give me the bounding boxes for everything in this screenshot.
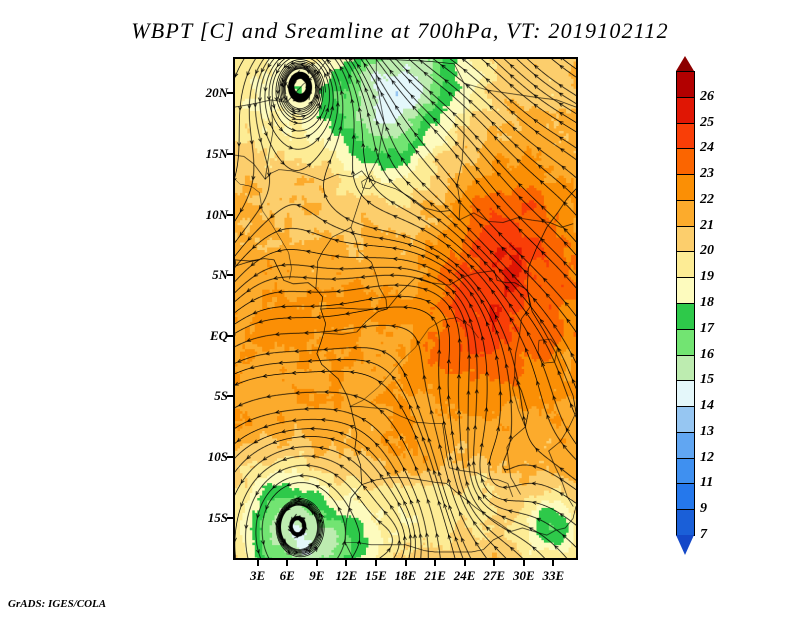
colorbar-band-7 [676, 509, 695, 536]
colorbar-band-23 [676, 148, 695, 176]
colorbar-band-11 [676, 457, 695, 485]
lat-tick-mark [227, 152, 233, 155]
lon-tick-label-15e: 15E [365, 568, 387, 583]
lon-tick-mark [315, 560, 318, 566]
colorbar-tick-label-18: 18 [700, 295, 714, 310]
colorbar-tick-label-19: 19 [700, 269, 714, 285]
colorbar-tick-label-23: 23 [700, 166, 714, 182]
lon-tick-mark [493, 560, 496, 566]
colorbar-band-12 [676, 431, 695, 459]
lat-tick-mark [227, 92, 233, 95]
lon-tick-mark [552, 560, 555, 566]
lon-tick-label-12e: 12E [335, 568, 358, 583]
colorbar-band-26 [676, 71, 695, 98]
lat-tick-mark [227, 516, 233, 519]
lat-tick-label-15n: 15N [205, 145, 228, 161]
lon-tick-mark [434, 560, 437, 566]
colorbar-tick-label-22: 22 [700, 191, 714, 207]
colorbar-tick-label-11: 11 [700, 475, 714, 491]
colorbar-tick-label-17: 17 [700, 320, 714, 336]
colorbar-tick-label-7: 7 [700, 527, 707, 542]
lat-tick-label-15s: 15S [207, 509, 228, 525]
colorbar-band-13 [676, 406, 695, 433]
lon-tick-mark [286, 560, 289, 566]
page-title: WBPT [C] and Sreamline at 700hPa, VT: 20… [131, 18, 669, 43]
lon-tick-mark [404, 560, 407, 566]
lon-tick-mark [522, 560, 525, 566]
lat-tick-label-20n: 20N [205, 85, 228, 101]
lon-tick-label-9e: 9E [309, 568, 325, 583]
colorbar-band-9 [676, 483, 695, 511]
colorbar-tick-label-15: 15 [700, 372, 714, 388]
colorbar-band-19 [676, 251, 695, 279]
lon-tick-mark [374, 560, 377, 566]
lon-tick-mark [463, 560, 466, 566]
colorbar-tick-label-24: 24 [700, 140, 714, 156]
lat-tick-label-eq: EQ [209, 327, 228, 343]
lon-tick-label-21e: 21E [424, 568, 446, 583]
colorbar-tick-label-20: 20 [700, 243, 714, 259]
lat-tick-mark [227, 213, 233, 216]
lat-tick-mark [227, 334, 233, 337]
colorbar-tick-label-16: 16 [700, 346, 714, 362]
lat-tick-label-5s: 5S [214, 388, 228, 404]
colorbar-tick-label-9: 9 [700, 501, 707, 517]
colorbar-above-arrow [676, 56, 694, 71]
colorbar-tick-label-12: 12 [700, 449, 714, 465]
colorbar-band-17 [676, 303, 695, 330]
lat-tick-mark [227, 395, 233, 398]
lon-tick-label-27e: 27E [483, 568, 506, 583]
colorbar-band-21 [676, 199, 695, 227]
map-plot-area [233, 57, 578, 560]
lon-tick-label-18e: 18E [394, 568, 417, 583]
lat-tick-mark [227, 274, 233, 277]
lon-tick-mark [345, 560, 348, 566]
attribution-footer: GrADS: IGES/COLA [8, 598, 107, 610]
lon-tick-label-6e: 6E [279, 568, 295, 583]
colorbar-band-25 [676, 96, 695, 124]
colorbar-band-22 [676, 174, 695, 201]
wbpt-streamline-map [235, 59, 576, 558]
colorbar: 26 25 24 23 22 21 20 19 18 17 16 15 14 13 12 11 9 7 [676, 56, 714, 562]
colorbar-band-24 [676, 122, 695, 150]
colorbar-band-18 [676, 277, 695, 304]
lon-tick-mark [256, 560, 259, 566]
lon-tick-label-24e: 24E [453, 568, 476, 583]
lat-tick-label-5n: 5N [212, 267, 228, 283]
colorbar-tick-label-14: 14 [700, 398, 714, 414]
lat-tick-label-10n: 10N [205, 206, 228, 222]
colorbar-tick-label-25: 25 [700, 114, 714, 130]
lat-tick-label-10s: 10S [207, 448, 228, 464]
colorbar-tick-label-13: 13 [700, 423, 714, 439]
colorbar-band-14 [676, 380, 695, 408]
colorbar-band-16 [676, 328, 695, 356]
lon-tick-label-3e: 3E [250, 568, 266, 583]
lat-tick-mark [227, 455, 233, 458]
lon-tick-label-33e: 33E [542, 568, 565, 583]
colorbar-band-15 [676, 354, 695, 382]
colorbar-tick-label-21: 21 [700, 217, 714, 233]
colorbar-below-arrow [676, 535, 694, 555]
colorbar-tick-label-26: 26 [700, 88, 714, 104]
colorbar-band-20 [676, 225, 695, 253]
lon-tick-label-30e: 30E [512, 568, 535, 583]
